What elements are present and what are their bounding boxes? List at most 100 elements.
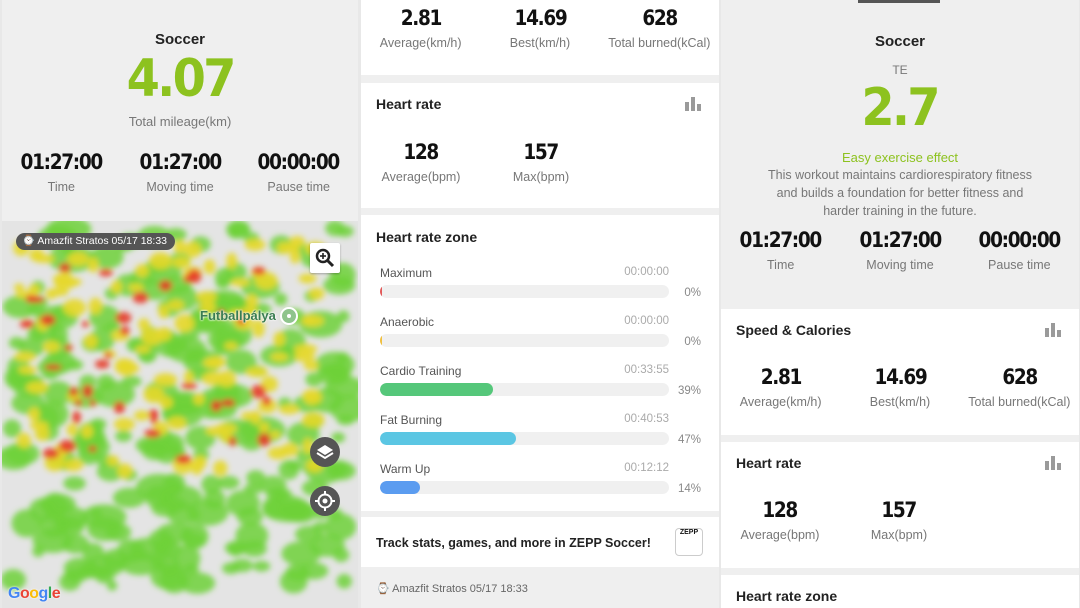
average-bpm-value: 128 — [762, 498, 799, 522]
time-stat: 01:27:00 Time — [2, 150, 121, 194]
google-attribution[interactable]: Google — [8, 585, 61, 602]
device-footer-text: Amazfit Stratos 05/17 18:33 — [392, 583, 528, 595]
time-value: 01:27:00 — [739, 228, 823, 252]
calories-value: 628 — [642, 6, 678, 30]
zone-time: 00:33:55 — [624, 364, 669, 376]
moving-time-value: 01:27:00 — [139, 150, 222, 174]
zone-name: Cardio Training — [380, 364, 462, 378]
moving-time-label: Moving time — [146, 180, 214, 194]
zone-progress-bar — [380, 383, 669, 396]
zoom-in-button[interactable] — [310, 243, 340, 273]
average-speed-label: Average(km/h) — [379, 36, 462, 50]
average-speed-stat: 2.81 Average(km/h) — [721, 365, 840, 409]
average-bpm-stat: 128 Average(bpm) — [721, 498, 839, 542]
bar-chart-icon[interactable] — [1045, 456, 1061, 470]
max-bpm-label: Max(bpm) — [512, 170, 570, 184]
average-bpm-value: 128 — [403, 140, 440, 164]
zoom-in-icon — [315, 248, 335, 268]
exercise-effect-description: This workout maintains cardiorespiratory… — [721, 166, 1079, 220]
detail-panel: 2.81 Average(km/h) 14.69 Best(km/h) 628 … — [361, 0, 719, 608]
average-bpm-stat: 128 Average(bpm) — [361, 140, 481, 184]
zone-name: Warm Up — [380, 462, 431, 476]
zepp-logo-text: ZEPP — [679, 529, 699, 536]
zone-time: 00:40:53 — [624, 413, 669, 425]
calories-label: Total burned(kCal) — [968, 395, 1071, 409]
zone-progress-fill — [380, 481, 421, 494]
layers-icon — [316, 445, 334, 460]
zone-row: Fat Burning 00:40:53 47% — [380, 413, 701, 446]
heart-rate-zone-title: Heart rate zone — [376, 229, 478, 245]
best-speed-value: 14.69 — [514, 6, 567, 30]
time-value: 01:27:00 — [20, 150, 104, 174]
zone-row: Warm Up 00:12:12 14% — [380, 462, 701, 495]
scroll-indicator — [858, 0, 940, 3]
te-value: 2.7 — [861, 78, 941, 138]
calories-label: Total burned(kCal) — [608, 36, 711, 50]
heart-rate-card: Heart rate 128 Average(bpm) 157 Max(bpm) — [361, 83, 719, 208]
average-speed-value: 2.81 — [760, 365, 802, 389]
zone-percent: 47% — [677, 434, 701, 446]
sport-title: Soccer — [154, 31, 206, 48]
speed-card: 2.81 Average(km/h) 14.69 Best(km/h) 628 … — [361, 0, 719, 75]
best-speed-value: 14.69 — [874, 365, 927, 389]
heart-rate-zone-card: Heart rate zone Maximum 00:00:00 0% Anaerob… — [361, 215, 719, 511]
max-bpm-label: Max(bpm) — [870, 528, 928, 542]
heatmap-overlay — [2, 221, 358, 594]
time-stat: 01:27:00 Time — [721, 228, 840, 272]
zone-name: Maximum — [380, 266, 433, 280]
my-location-button[interactable] — [310, 486, 340, 516]
total-mileage-label: Total mileage(km) — [128, 114, 232, 129]
heart-rate-card: Heart rate 128 Average(bpm) 157 Max(bpm) — [721, 442, 1079, 568]
moving-time-value: 01:27:00 — [859, 228, 942, 252]
watch-icon: ⌚ — [22, 235, 36, 247]
average-speed-stat: 2.81 Average(km/h) — [361, 6, 480, 50]
speed-calories-title: Speed & Calories — [736, 322, 852, 338]
pause-time-label: Pause time — [267, 180, 330, 194]
zone-name: Fat Burning — [380, 413, 443, 427]
zone-progress-bar — [380, 285, 669, 298]
heart-rate-zone-card: Heart rate zone — [721, 575, 1079, 608]
average-bpm-label: Average(bpm) — [740, 528, 820, 542]
moving-time-stat: 01:27:00 Moving time — [840, 228, 959, 272]
zone-progress-bar — [380, 334, 669, 347]
bar-chart-icon[interactable] — [685, 97, 701, 111]
place-label: Futballpálya — [200, 308, 276, 323]
description-line: and builds a foundation for better fitne… — [776, 186, 1024, 200]
zone-progress-fill — [380, 334, 382, 347]
time-label: Time — [767, 258, 795, 272]
zone-percent: 0% — [684, 287, 701, 299]
promo-text[interactable]: Track stats, games, and more in ZEPP Soc… — [376, 536, 651, 550]
calories-stat: 628 Total burned(kCal) — [600, 6, 719, 50]
zepp-promo-card[interactable]: Track stats, games, and more in ZEPP Soc… — [361, 517, 719, 567]
zepp-soccer-logo-icon[interactable]: ZEPP — [675, 528, 703, 556]
description-line: harder training in the future. — [823, 204, 977, 218]
device-badge: ⌚ Amazfit Stratos 05/17 18:33 — [16, 233, 175, 250]
zone-progress-bar — [380, 481, 669, 494]
best-speed-stat: 14.69 Best(km/h) — [480, 6, 599, 50]
total-mileage-value: 4.07 — [126, 49, 236, 109]
heart-rate-title: Heart rate — [376, 96, 442, 112]
heatmap-map[interactable]: ⌚ Amazfit Stratos 05/17 18:33 Futballpál… — [2, 221, 358, 608]
sport-title: Soccer — [874, 33, 926, 50]
te-label: TE — [892, 63, 908, 77]
moving-time-stat: 01:27:00 Moving time — [121, 150, 240, 194]
pause-time-value: 00:00:00 — [978, 228, 1062, 252]
layers-button[interactable] — [310, 437, 340, 467]
time-label: Time — [47, 180, 75, 194]
description-line: This workout maintains cardiorespiratory… — [768, 168, 1032, 182]
zone-progress-bar — [380, 432, 669, 445]
pause-time-label: Pause time — [988, 258, 1051, 272]
best-speed-label: Best(km/h) — [509, 36, 571, 50]
calories-value: 628 — [1002, 365, 1038, 389]
bar-chart-icon[interactable] — [1045, 323, 1061, 337]
zone-time: 00:00:00 — [624, 266, 669, 278]
calories-stat: 628 Total burned(kCal) — [960, 365, 1079, 409]
place-pin-icon[interactable] — [280, 307, 298, 325]
heart-rate-zone-title: Heart rate zone — [736, 588, 838, 604]
zone-row: Cardio Training 00:33:55 39% — [380, 364, 701, 397]
zone-time: 00:12:12 — [624, 462, 669, 474]
zone-name: Anaerobic — [380, 315, 435, 329]
zone-percent: 14% — [677, 483, 701, 495]
average-bpm-label: Average(bpm) — [381, 170, 461, 184]
average-speed-value: 2.81 — [400, 6, 442, 30]
